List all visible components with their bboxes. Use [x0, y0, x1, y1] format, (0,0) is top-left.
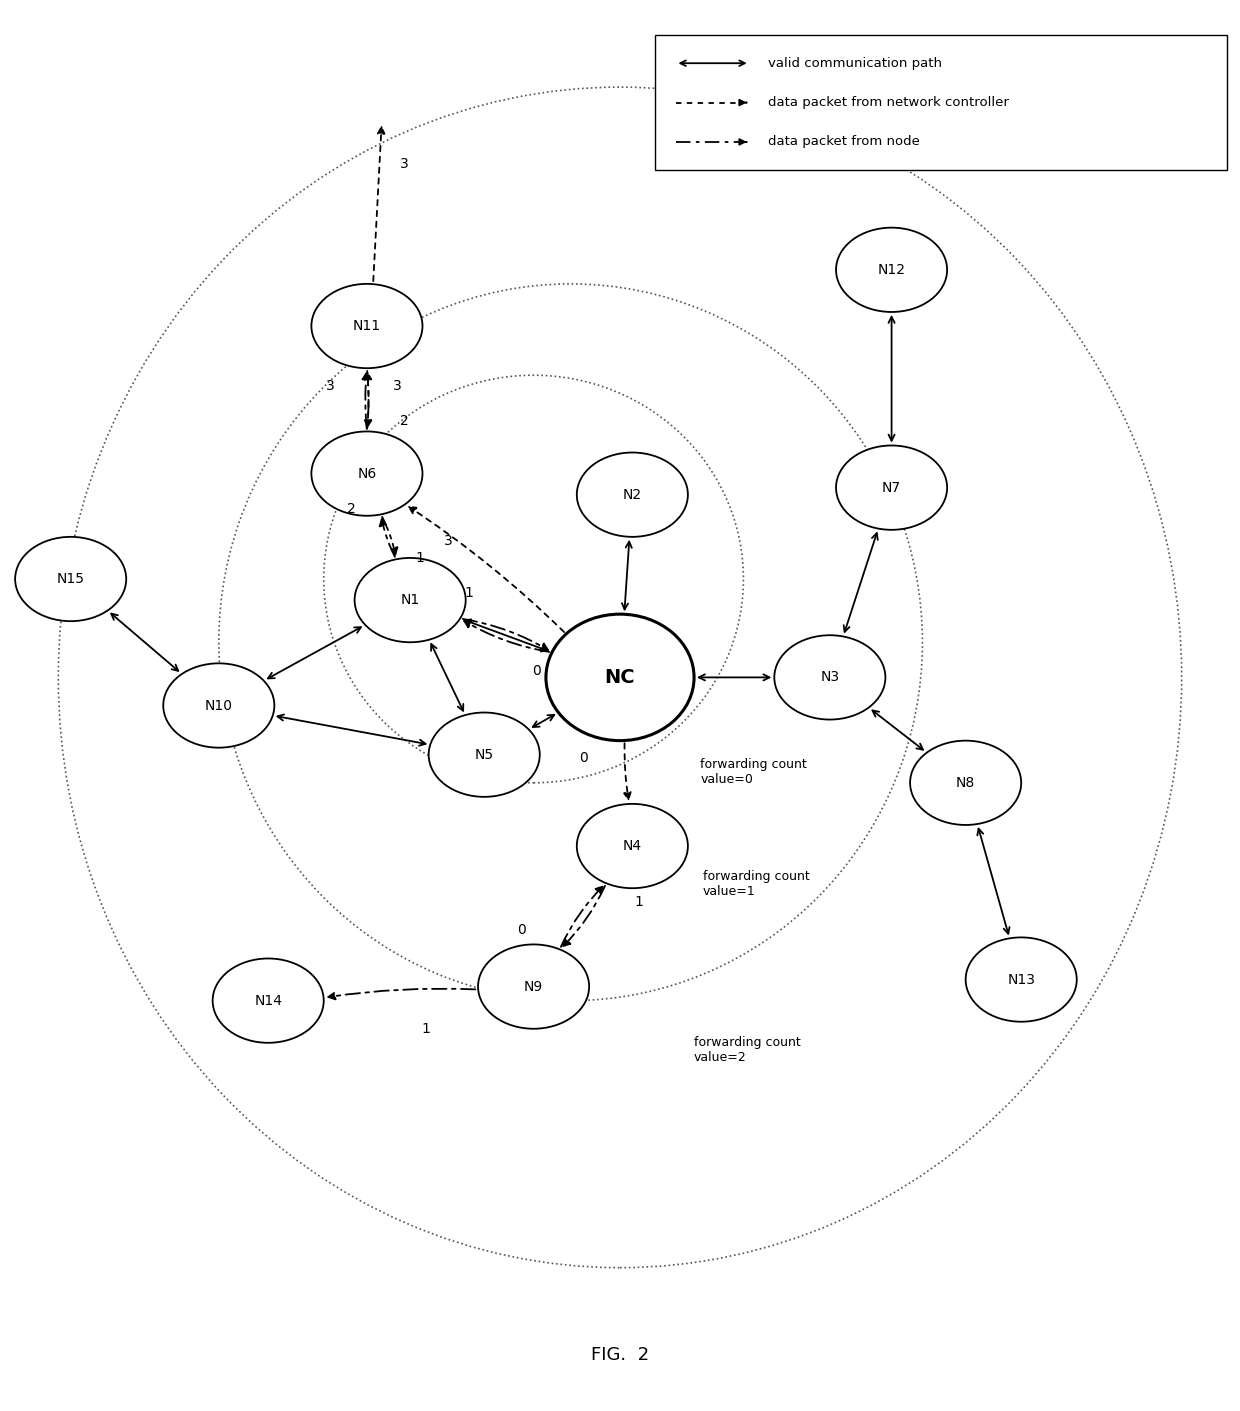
Text: 1: 1 [415, 550, 424, 564]
Ellipse shape [212, 958, 324, 1043]
Text: data packet from node: data packet from node [768, 135, 920, 148]
Text: N3: N3 [821, 670, 839, 684]
Text: forwarding count
value=0: forwarding count value=0 [701, 758, 807, 786]
Ellipse shape [311, 284, 423, 368]
Ellipse shape [164, 663, 274, 748]
Text: 2: 2 [399, 413, 408, 428]
Text: forwarding count
value=2: forwarding count value=2 [694, 1036, 801, 1064]
Text: 1: 1 [465, 586, 474, 600]
FancyBboxPatch shape [655, 35, 1228, 171]
Text: N13: N13 [1007, 972, 1035, 986]
Text: 2: 2 [347, 502, 356, 516]
Ellipse shape [15, 536, 126, 621]
Ellipse shape [479, 944, 589, 1029]
Text: NC: NC [605, 667, 635, 687]
Text: valid communication path: valid communication path [768, 56, 942, 69]
Text: N14: N14 [254, 993, 283, 1007]
Text: 3: 3 [444, 533, 453, 547]
Ellipse shape [577, 453, 688, 536]
Text: N9: N9 [525, 979, 543, 993]
Text: 3: 3 [399, 158, 408, 171]
Ellipse shape [311, 432, 423, 516]
Text: 0: 0 [579, 751, 588, 765]
Text: 3: 3 [393, 378, 402, 392]
Text: 3: 3 [326, 378, 335, 392]
Ellipse shape [429, 713, 539, 797]
Text: N8: N8 [956, 776, 976, 790]
Text: data packet from network controller: data packet from network controller [768, 96, 1009, 109]
Ellipse shape [577, 804, 688, 888]
Text: 1: 1 [422, 1022, 430, 1036]
Text: N1: N1 [401, 593, 420, 607]
Text: FIG.  2: FIG. 2 [591, 1346, 649, 1364]
Ellipse shape [774, 635, 885, 720]
Ellipse shape [910, 741, 1022, 825]
Text: N15: N15 [57, 571, 84, 586]
Text: 1: 1 [634, 895, 644, 909]
Text: N4: N4 [622, 840, 642, 854]
Ellipse shape [966, 937, 1076, 1022]
Text: N11: N11 [353, 319, 381, 333]
Text: 0: 0 [517, 923, 526, 937]
Ellipse shape [836, 446, 947, 529]
Ellipse shape [836, 227, 947, 312]
Text: N6: N6 [357, 467, 377, 481]
Text: N12: N12 [878, 262, 905, 277]
Text: N7: N7 [882, 481, 901, 495]
Text: N10: N10 [205, 698, 233, 713]
Text: N2: N2 [622, 488, 642, 502]
Ellipse shape [355, 557, 466, 642]
Text: forwarding count
value=1: forwarding count value=1 [703, 871, 810, 897]
Ellipse shape [546, 614, 694, 741]
Text: 0: 0 [532, 663, 542, 677]
Text: N5: N5 [475, 748, 494, 762]
